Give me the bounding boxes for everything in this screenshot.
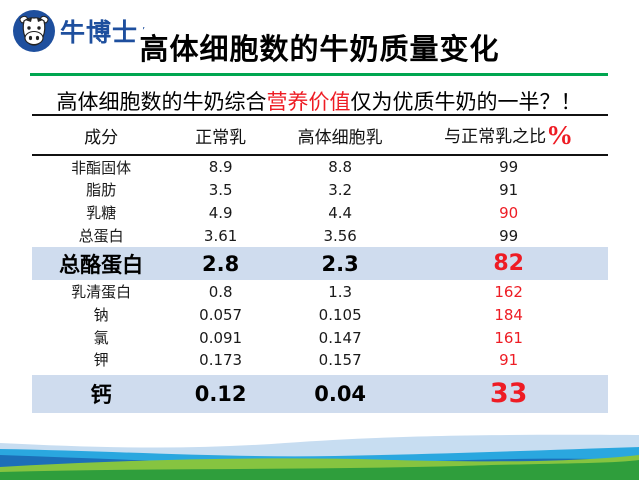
cell-ratio: 99 xyxy=(499,158,519,176)
brand-trademark: ’ xyxy=(142,25,146,37)
cell-high: 8.8 xyxy=(328,158,353,176)
footer-wave xyxy=(0,434,639,480)
ratio-header-text: 与正常乳之比 xyxy=(444,126,547,146)
cell-ratio: 162 xyxy=(494,282,523,301)
col-header-component: 成分 xyxy=(32,115,171,156)
subtitle-post: 仅为优质牛奶的一半？！ xyxy=(350,90,582,114)
cell-normal: 0.8 xyxy=(208,282,233,301)
brand-name: 牛博士 xyxy=(60,20,139,47)
title-divider xyxy=(30,73,608,76)
cell-component: 总酪蛋白 xyxy=(32,247,171,280)
cell-ratio: 91 xyxy=(499,180,519,199)
table-header-row: 成分 正常乳 高体细胞乳 与正常乳之比% xyxy=(32,115,608,156)
cell-component: 钾 xyxy=(93,351,109,369)
cell-ratio: 184 xyxy=(494,305,523,324)
cow-icon xyxy=(13,10,55,52)
cell-high: 2.3 xyxy=(271,247,410,280)
cell-high: 3.2 xyxy=(328,180,353,199)
cell-component: 脂肪 xyxy=(86,181,117,199)
subtitle-pre: 高体细胞数的牛奶综合 xyxy=(56,90,267,114)
table-row: 总蛋白 3.61 3.56 99 xyxy=(32,224,608,247)
cell-ratio: 99 xyxy=(499,226,519,245)
cell-component: 乳糖 xyxy=(86,204,117,222)
cell-high: 0.105 xyxy=(318,305,362,324)
table-row: 氯 0.091 0.147 161 xyxy=(32,326,608,349)
cell-normal: 0.091 xyxy=(199,328,243,347)
cell-high: 0.157 xyxy=(318,350,362,369)
col-header-ratio: 与正常乳之比% xyxy=(409,115,608,156)
table-row-highlight-casein: 总酪蛋白 2.8 2.3 82 xyxy=(32,247,608,280)
cell-ratio: 161 xyxy=(494,328,523,347)
cell-component: 总蛋白 xyxy=(78,227,124,245)
col-header-normal-milk: 正常乳 xyxy=(170,115,272,156)
cell-high: 0.147 xyxy=(318,328,362,347)
cell-ratio: 90 xyxy=(499,203,519,222)
cell-normal: 8.9 xyxy=(208,158,233,176)
table-row: 钾 0.173 0.157 91 xyxy=(32,349,608,373)
subtitle: 高体细胞数的牛奶综合营养价值仅为优质牛奶的一半？！ xyxy=(30,86,608,116)
cell-component: 乳清蛋白 xyxy=(71,283,132,301)
cell-high: 3.56 xyxy=(323,226,357,245)
cell-normal: 3.61 xyxy=(203,226,238,245)
col-header-high-scc-milk: 高体细胞乳 xyxy=(271,115,410,156)
cell-high: 1.3 xyxy=(328,282,353,301)
brand-logo: 牛博士’ xyxy=(12,9,145,53)
percent-symbol: % xyxy=(546,119,574,150)
cell-normal: 4.9 xyxy=(208,203,233,222)
cell-component: 氯 xyxy=(93,329,109,347)
cell-component: 钙 xyxy=(32,370,171,413)
cell-component: 钠 xyxy=(93,306,109,324)
cell-component: 非酯固体 xyxy=(71,158,132,177)
cell-ratio: 33 xyxy=(409,370,608,413)
table-row: 乳糖 4.9 4.4 90 xyxy=(32,201,608,224)
cell-normal: 2.8 xyxy=(170,247,272,280)
cell-normal: 3.5 xyxy=(208,180,233,199)
cell-ratio: 91 xyxy=(499,350,519,369)
cell-normal: 0.12 xyxy=(170,370,272,413)
cell-normal: 0.173 xyxy=(199,350,243,369)
table-row: 脂肪 3.5 3.2 91 xyxy=(32,178,608,201)
cell-high: 4.4 xyxy=(328,203,353,222)
slide-title: 高体细胞数的牛奶质量变化 xyxy=(139,32,500,66)
cell-ratio: 82 xyxy=(409,247,608,280)
table-row-highlight-calcium: 钙 0.12 0.04 33 xyxy=(32,370,608,413)
cell-high: 0.04 xyxy=(271,370,410,413)
cell-normal: 0.057 xyxy=(199,305,243,324)
table-row: 乳清蛋白 0.8 1.3 162 xyxy=(32,280,608,303)
table-row: 非酯固体 8.9 8.8 99 xyxy=(32,155,608,178)
table-row: 钠 0.057 0.105 184 xyxy=(32,303,608,326)
milk-composition-table: 成分 正常乳 高体细胞乳 与正常乳之比% 非酯固体 8.9 8.8 99 脂肪 … xyxy=(32,114,608,413)
subtitle-highlight: 营养价值 xyxy=(266,90,351,114)
